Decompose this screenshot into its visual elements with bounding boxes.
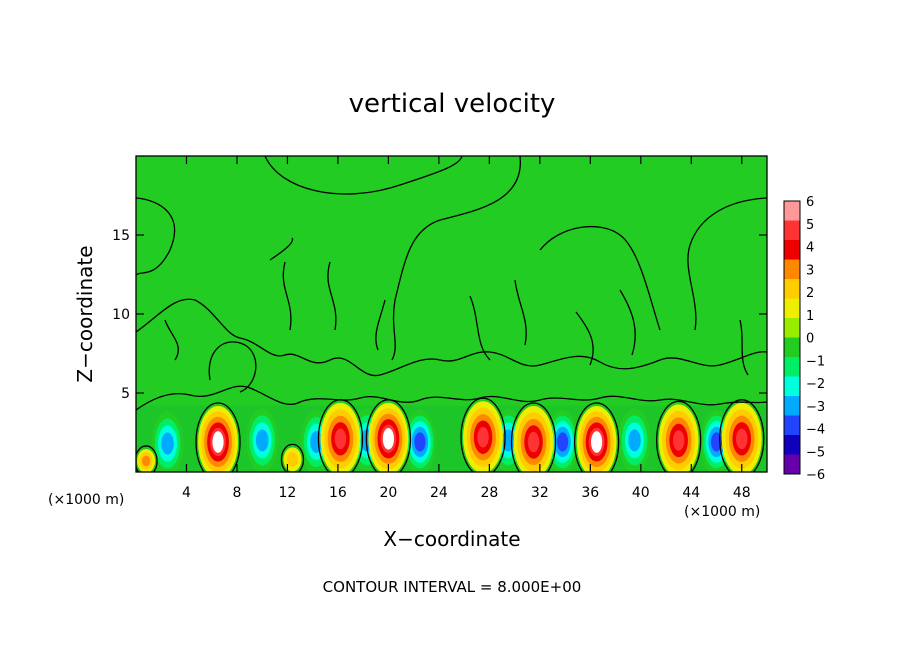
colorbar-swatch	[784, 376, 800, 396]
y-tick-label: 15	[112, 228, 130, 244]
contour-line	[391, 156, 521, 361]
x-tick-label: 12	[279, 485, 297, 501]
contour-line	[375, 299, 386, 351]
updraft-core	[382, 428, 394, 450]
colorbar-label: 2	[806, 286, 814, 301]
colorbar-swatch	[784, 454, 800, 474]
colorbar-swatch	[784, 279, 800, 299]
colorbar-swatch	[784, 396, 800, 416]
downdraft-contour	[628, 429, 641, 452]
contour-line	[514, 279, 527, 346]
x-tick-label: 36	[581, 485, 599, 501]
contour-line	[282, 261, 292, 331]
updraft-outline	[365, 399, 412, 472]
updraft-contour	[286, 451, 299, 467]
colorbar-label: −2	[806, 377, 825, 392]
colorbar-swatch	[784, 240, 800, 260]
colorbar-label: −5	[806, 445, 825, 460]
colorbar-label: 3	[806, 263, 814, 278]
colorbar-swatch	[784, 435, 800, 455]
colorbar-label: 5	[806, 218, 814, 233]
x-tick-label: 24	[430, 485, 448, 501]
x-tick-label: 48	[733, 485, 751, 501]
contour-interval-note: CONTOUR INTERVAL = 8.000E+00	[323, 578, 582, 596]
x-unit-right: (×1000 m)	[684, 504, 760, 520]
contour-line	[469, 295, 491, 361]
downdraft-contour	[414, 432, 426, 452]
plot-area	[135, 155, 768, 473]
updraft-outline	[510, 402, 557, 472]
x-tick-label: 16	[329, 485, 347, 501]
contour-line	[264, 156, 463, 195]
y-axis-label: Z−coordinate	[73, 245, 97, 382]
colorbar-label: 1	[806, 309, 814, 324]
colorbar-label: −3	[806, 400, 825, 415]
y-axis: 5 10 15	[112, 228, 767, 402]
chart-title: vertical velocity	[349, 89, 556, 119]
colorbar-label: 4	[806, 241, 814, 256]
updraft-contour	[334, 428, 347, 450]
x-tick-label: 28	[480, 485, 498, 501]
x-tick-label: 4	[182, 485, 191, 501]
updraft-outline	[280, 443, 305, 472]
colorbar-swatch	[784, 259, 800, 279]
updraft-contour	[142, 455, 151, 467]
colorbar-swatch	[784, 415, 800, 435]
x-tick-label: 20	[379, 485, 397, 501]
x-tick-label: 8	[232, 485, 241, 501]
x-tick-label: 44	[682, 485, 700, 501]
colorbar-frame	[783, 200, 801, 475]
colorbar-swatch	[784, 201, 800, 221]
x-tick-label: 40	[632, 485, 650, 501]
contour-line	[269, 237, 294, 261]
x-tick-label: 32	[531, 485, 549, 501]
y-tick-label: 10	[112, 307, 130, 323]
x-unit-left: (×1000 m)	[48, 492, 124, 508]
downdraft-contour	[161, 432, 174, 455]
updraft-outline	[573, 402, 620, 472]
colorbar-legend: 6 5 4 3 2 1 0 −1 −2 −3 −4 −5 −6	[783, 195, 825, 483]
colorbar-swatch	[784, 318, 800, 338]
colorbar-swatch	[784, 357, 800, 377]
contour-line	[136, 298, 767, 377]
colorbar-swatch	[784, 298, 800, 318]
colorbar-swatch	[784, 220, 800, 240]
colorbar-label: 6	[806, 195, 814, 210]
updraft-contour	[736, 428, 748, 450]
x-axis-label: X−coordinate	[383, 527, 520, 551]
downdraft-contour	[255, 429, 269, 452]
colorbar-label: −1	[806, 354, 825, 369]
x-axis: 4 8 12 16 20 24 28 32 36 40 44 48	[182, 156, 751, 501]
contour-line	[687, 197, 767, 331]
updraft-outline	[719, 399, 765, 472]
updraft-outline	[136, 445, 158, 472]
updraft-contour	[477, 426, 489, 448]
y-tick-label: 5	[121, 386, 130, 402]
contour-line	[619, 289, 636, 356]
colorbar-label: −6	[806, 468, 825, 483]
contour-line	[539, 225, 661, 331]
updraft-outline	[317, 399, 364, 472]
updraft-contour	[527, 431, 540, 453]
updraft-outline	[195, 402, 241, 472]
contour-line	[164, 319, 180, 361]
colorbar-label: −4	[806, 423, 825, 438]
contour-line	[208, 341, 257, 393]
plot-background	[136, 156, 767, 472]
contour-line	[575, 311, 594, 366]
colorbar-label: 0	[806, 332, 814, 347]
downdraft-contour	[556, 432, 569, 452]
contour-line	[136, 197, 176, 276]
updraft-contour	[672, 430, 685, 451]
contour-line	[739, 319, 749, 376]
colorbar-swatch	[784, 337, 800, 357]
updraft-core	[591, 431, 603, 453]
updraft-outline	[460, 397, 506, 472]
updraft-core	[212, 431, 224, 453]
contour-line	[327, 261, 337, 331]
updraft-outline	[656, 400, 702, 472]
